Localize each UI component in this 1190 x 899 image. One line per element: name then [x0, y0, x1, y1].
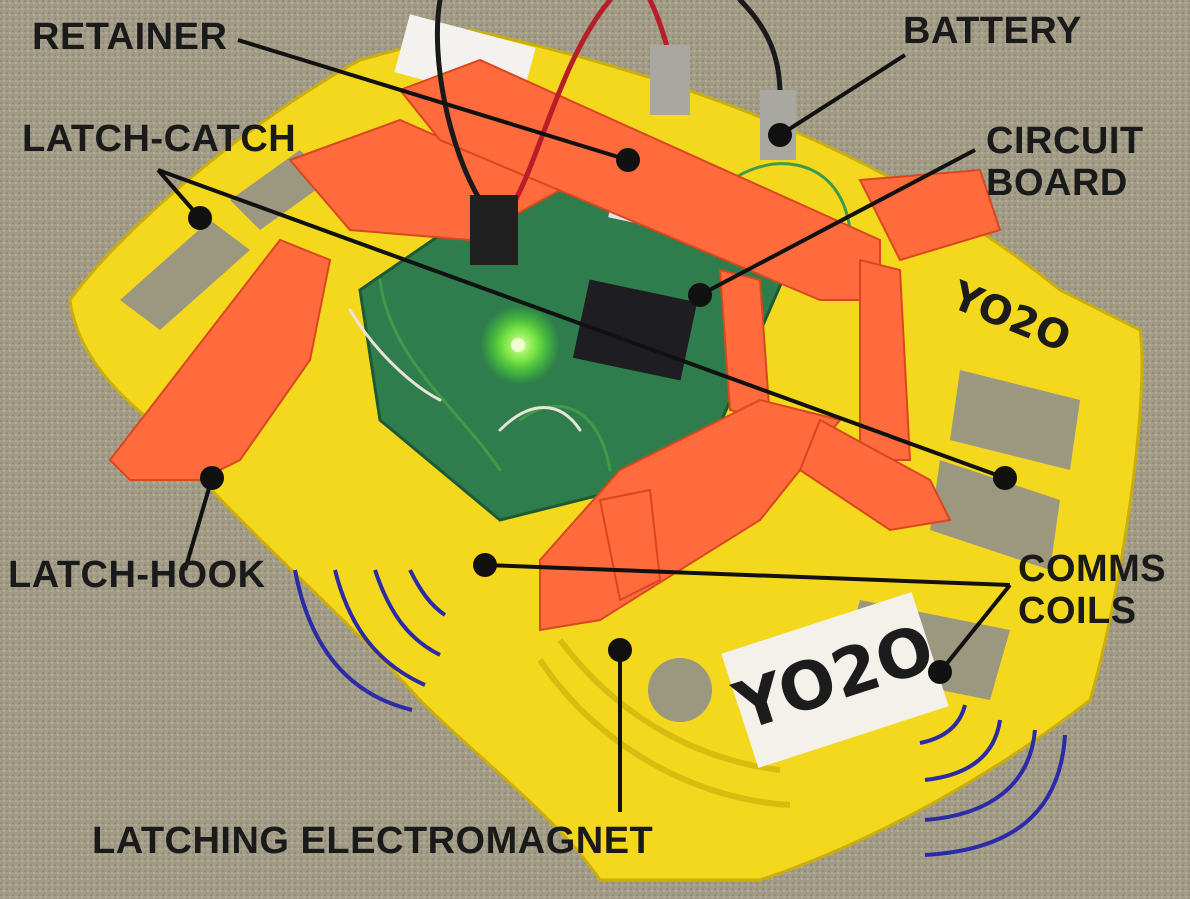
pointer-lines: [156, 38, 1012, 812]
label-latching-electromagnet: LATCHING ELECTROMAGNET: [92, 820, 653, 862]
label-battery-text: BATTERY: [903, 10, 1082, 52]
label-comms-coils-line1: COMMS: [1018, 548, 1167, 590]
pointer-comms-1: [484, 563, 1011, 587]
pointer-latch-catch-2: [157, 168, 1006, 480]
label-retainer-text: RETAINER: [32, 16, 228, 58]
pointer-battery: [778, 53, 907, 137]
pointer-circuit-board: [699, 148, 976, 297]
label-comms-coils: COMMS COILS: [1018, 548, 1166, 632]
label-latch-hook: LATCH-HOOK: [8, 554, 266, 596]
label-latching-electromagnet-text: LATCHING ELECTROMAGNET: [92, 820, 654, 862]
label-battery: BATTERY: [903, 10, 1082, 52]
label-latch-catch: LATCH-CATCH: [22, 118, 296, 160]
comms-wave-right: [919, 704, 1067, 857]
pointer-dots: [188, 123, 1017, 684]
retainer-structure: [108, 58, 1002, 632]
label-circuit-board-line1: CIRCUIT: [986, 120, 1144, 162]
label-comms-coils-line2: COILS: [1018, 590, 1137, 632]
label-circuit-board-line2: BOARD: [986, 162, 1128, 204]
pointer-latch-hook: [183, 477, 214, 571]
pointer-retainer: [237, 38, 629, 162]
label-latch-hook-text: LATCH-HOOK: [8, 554, 266, 596]
label-latch-catch-text: LATCH-CATCH: [22, 118, 297, 160]
label-circuit-board: CIRCUIT BOARD: [986, 120, 1144, 204]
label-retainer: RETAINER: [32, 16, 227, 58]
comms-wave-left: [293, 569, 447, 712]
connector-mid: [650, 45, 690, 115]
pointer-comms-2: [938, 583, 1012, 674]
connector-left: [470, 195, 518, 265]
